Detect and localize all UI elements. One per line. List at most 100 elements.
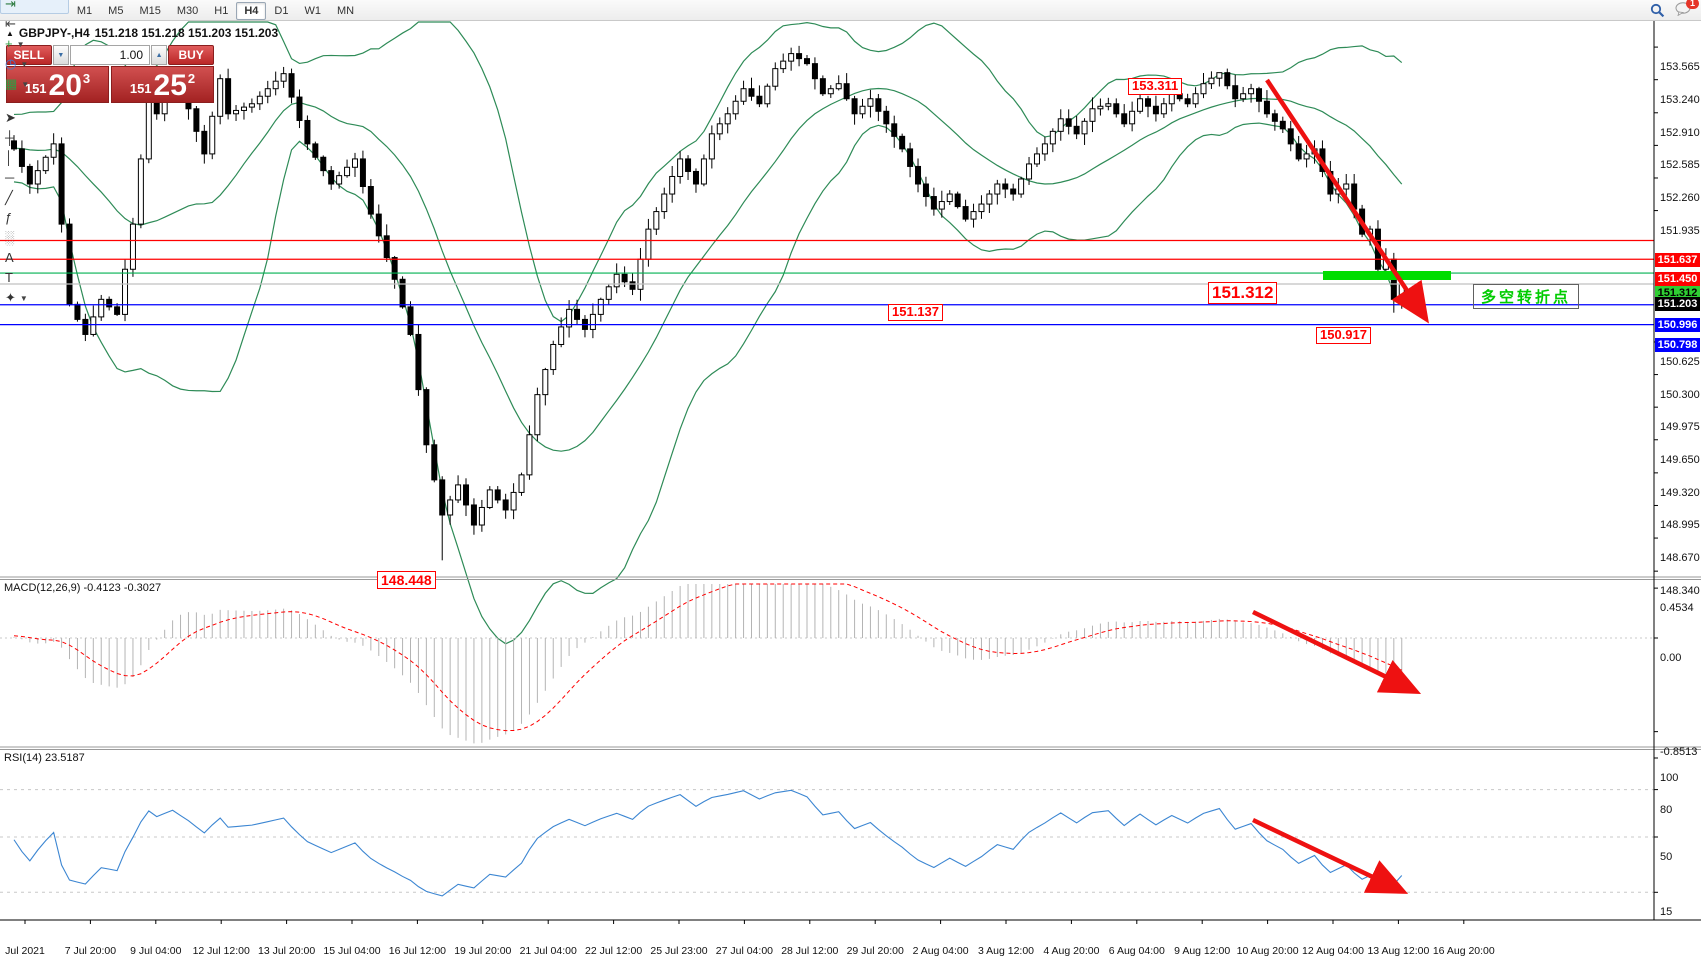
cursor-mode-icon: ➤: [5, 110, 16, 125]
hline-tool-icon[interactable]: ─: [0, 168, 69, 188]
fibo-grid-tool-icon[interactable]: ░: [0, 228, 69, 248]
toolbar: ↖▤新订单◆☁◉●自动交易║▮∿⊕⊖⊞⇥⇤+▼◷▼▦▼➤┼│─╱ƒ░AT✦▼ M…: [0, 0, 1701, 305]
price-callout-153.311[interactable]: 153.311: [1128, 78, 1183, 95]
sell-price-big: 20: [48, 69, 82, 102]
trend-arrow-1[interactable]: [1265, 78, 1429, 324]
price-axis-tick: 149.320: [1660, 486, 1700, 499]
timeframe-h1[interactable]: H1: [214, 4, 229, 17]
volume-input[interactable]: [70, 45, 150, 65]
timeframe-d1[interactable]: D1: [274, 4, 289, 17]
price-axis-tick: 150.300: [1660, 388, 1700, 401]
chat-unread-badge: 1: [1685, 0, 1699, 9]
turning-point-highlight-bar[interactable]: [1323, 271, 1451, 280]
chart-shift-icon[interactable]: ⇤: [0, 14, 69, 34]
toolbar-right: 1: [1650, 0, 1701, 19]
vline-tool-icon[interactable]: │: [0, 148, 69, 168]
price-axis-tick: 148.670: [1660, 552, 1700, 565]
volume-decrease-button[interactable]: ▼: [52, 45, 69, 65]
price-callout-150.917[interactable]: 150.917: [1316, 327, 1371, 344]
rsi-axis-tick: 50: [1660, 851, 1673, 863]
price-axis-tick: 152.260: [1660, 191, 1700, 204]
timeframe-m30[interactable]: M30: [176, 4, 199, 17]
macd-axis-tick: -0.8513: [1660, 745, 1698, 758]
periods-icon[interactable]: ◷ ▼: [0, 54, 69, 74]
price-badge-151.312: 151.312: [1655, 286, 1700, 301]
price-callout-151.312[interactable]: 151.312: [1208, 282, 1278, 304]
chevron-down-icon: ▼: [16, 39, 25, 49]
timeframe-h4[interactable]: H4: [236, 1, 267, 20]
macd-histogram: [0, 584, 1654, 744]
date-axis-label: 15 Jul 04:00: [323, 945, 381, 957]
date-axis-label: 22 Jul 12:00: [584, 945, 643, 957]
price-axis-tick: 148.340: [1660, 585, 1700, 598]
chart-canvas[interactable]: [0, 20, 1701, 941]
date-axis-label: 19 Jul 20:00: [454, 945, 512, 957]
fibonacci-tool-icon[interactable]: ƒ: [0, 208, 69, 228]
chevron-down-icon: ▼: [21, 79, 30, 89]
turning-point-label[interactable]: 多空转折点: [1473, 284, 1580, 309]
date-axis-label: 3 Aug 12:00: [977, 945, 1035, 957]
quotes-label: 151.218 151.218 151.203 151.203: [94, 26, 279, 40]
shapes-tool-icon[interactable]: ✦ ▼: [0, 288, 69, 308]
trendline-tool-icon: ╱: [5, 190, 13, 205]
sell-price-button[interactable]: 151 20 3: [6, 66, 109, 103]
price-axis-tick: 149.975: [1660, 421, 1700, 434]
price-callout-148.448[interactable]: 148.448: [377, 571, 436, 590]
text-tool-icon[interactable]: A: [0, 248, 69, 268]
date-axis-label: 29 Jul 20:00: [846, 945, 904, 957]
sell-price-sup: 3: [82, 71, 91, 86]
timeframe-m15[interactable]: M15: [139, 4, 161, 17]
templates-icon[interactable]: ▦ ▼: [0, 74, 69, 94]
sell-button[interactable]: SELL: [6, 45, 52, 65]
label-tool-icon: T: [5, 270, 13, 285]
search-icon[interactable]: [1650, 3, 1665, 18]
date-axis-label: 16 Jul 12:00: [388, 945, 446, 957]
chat-button[interactable]: 1: [1675, 0, 1699, 19]
toolbar-buttons: ↖▤新订单◆☁◉●自动交易║▮∿⊕⊖⊞⇥⇤+▼◷▼▦▼➤┼│─╱ƒ░AT✦▼: [0, 0, 69, 322]
rsi-indicator-label: RSI(14) 23.5187: [4, 752, 85, 764]
hline-tool-icon: ─: [5, 170, 15, 185]
auto-scroll-icon[interactable]: ⇥: [0, 0, 69, 14]
price-callout-151.137[interactable]: 151.137: [888, 304, 943, 321]
auto-scroll-icon: ⇥: [5, 0, 16, 11]
timeframe-w1[interactable]: W1: [304, 4, 321, 17]
volume-increase-button[interactable]: ▲: [151, 45, 168, 65]
price-axis-tick: 153.240: [1660, 93, 1700, 106]
collapse-arrow-icon[interactable]: ▲: [6, 28, 14, 38]
macd-axis-tick: 0.4534: [1660, 602, 1694, 615]
price-axis-tick: 151.935: [1660, 224, 1700, 237]
crosshair-icon[interactable]: ┼: [0, 128, 69, 148]
one-click-trade-panel: SELL ▼ ▲ BUY 151 20 3 151 25 2: [6, 45, 214, 103]
crosshair-icon: ┼: [5, 130, 15, 145]
rsi-pane: [0, 789, 1654, 897]
symbol-period-label: GBPJPY-,H4: [18, 26, 90, 40]
trend-arrow-3[interactable]: [1252, 817, 1409, 894]
indicators-icon[interactable]: + ▼: [0, 34, 69, 54]
date-axis-label: 28 Jul 12:00: [781, 945, 839, 957]
timeframe-mn[interactable]: MN: [336, 4, 355, 17]
fibo-grid-tool-icon: ░: [5, 230, 15, 245]
date-axis-label: 12 Jul 12:00: [192, 945, 250, 957]
macd-axis-tick: 0.00: [1660, 652, 1682, 664]
sell-price-prefix: 151: [24, 81, 47, 96]
date-axis-label: 25 Jul 23:00: [650, 945, 708, 957]
trend-arrow-2[interactable]: [1252, 609, 1422, 694]
rsi-axis-tick: 80: [1660, 803, 1673, 816]
date-axis-label: 2 Aug 04:00: [912, 945, 969, 957]
label-tool-icon[interactable]: T: [0, 268, 69, 288]
templates-icon: ▦: [5, 76, 18, 91]
timeframe-m5[interactable]: M5: [108, 4, 124, 17]
trendline-tool-icon[interactable]: ╱: [0, 188, 69, 208]
level-lines: [0, 239, 1654, 326]
buy-price-button[interactable]: 151 25 2: [111, 66, 214, 103]
price-badge-151.450: 151.450: [1655, 272, 1700, 287]
buy-price-sup: 2: [187, 71, 196, 86]
price-axis-tick: 149.650: [1660, 453, 1700, 466]
buy-button[interactable]: BUY: [168, 45, 214, 65]
chart-area: ▲ GBPJPY-,H4 151.218 151.218 151.203 151…: [0, 20, 1701, 957]
buy-price-prefix: 151: [129, 81, 152, 96]
timeframe-m1[interactable]: M1: [76, 4, 93, 17]
cursor-mode-icon[interactable]: ➤: [0, 108, 69, 128]
date-axis-label: 13 Jul 20:00: [257, 945, 316, 957]
